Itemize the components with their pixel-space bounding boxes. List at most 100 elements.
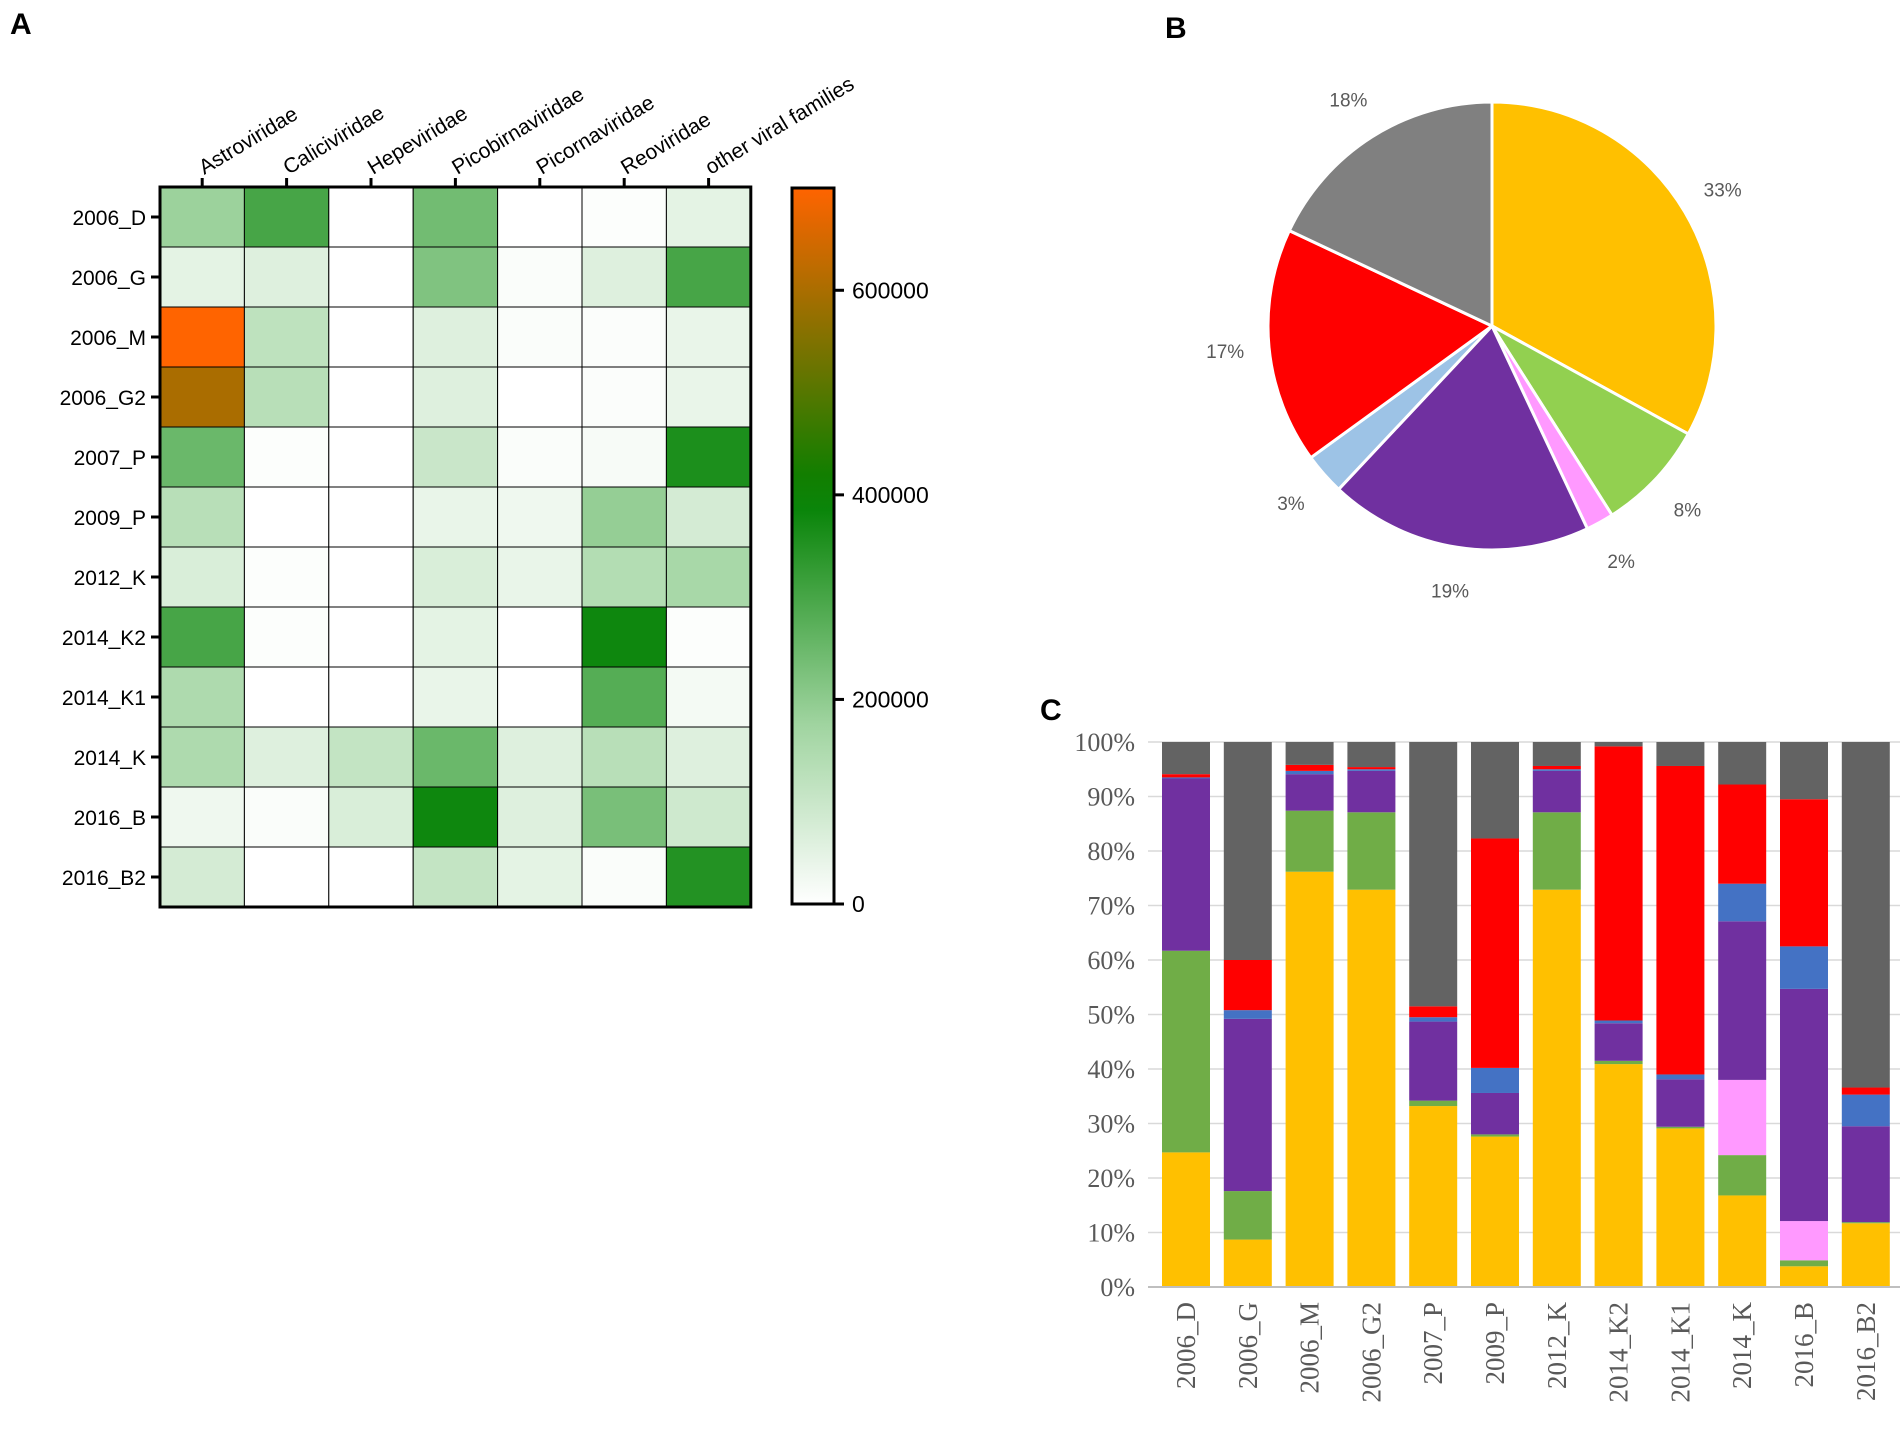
bar-segment	[1780, 1221, 1828, 1261]
bar-segment	[1409, 1106, 1458, 1287]
bar-segment	[1409, 1100, 1458, 1107]
bar-y-tick-label: 90%	[1087, 783, 1135, 812]
heatmap-cell	[328, 426, 414, 488]
bar-category-label: 2014_K1	[1665, 1302, 1695, 1403]
heatmap-row-label: 2006_M	[70, 327, 146, 350]
bar-segment	[1347, 770, 1396, 813]
heatmap-cell	[581, 426, 667, 488]
bar-y-tick-label: 70%	[1087, 892, 1135, 921]
bar-category-label: 2016_B2	[1851, 1302, 1881, 1401]
heatmap-cell	[243, 486, 330, 548]
heatmap-row-label: 2016_B	[74, 807, 146, 830]
bar-segment	[1347, 812, 1396, 890]
bar-segment	[1223, 1010, 1272, 1019]
heatmap-cell	[243, 666, 330, 728]
bar-segment	[1532, 812, 1581, 890]
heatmap-row-label: 2007_P	[74, 447, 146, 470]
bar-segment	[1409, 1021, 1458, 1101]
heatmap-cell	[412, 666, 499, 728]
bar-y-tick-label: 100%	[1074, 728, 1135, 757]
bar-segment	[1841, 1223, 1890, 1287]
heatmap-cell	[665, 186, 752, 248]
heatmap-cell	[412, 546, 499, 608]
bar-y-tick-label: 60%	[1087, 946, 1135, 975]
heatmap-cell	[497, 786, 583, 848]
bar-segment	[1594, 1023, 1643, 1061]
pie-slice-label: 2%	[1607, 552, 1635, 573]
heatmap-cell	[665, 666, 752, 728]
heatmap-row-label: 2009_P	[74, 507, 146, 530]
heatmap-cell	[497, 846, 583, 908]
pie-slice-label: 33%	[1704, 181, 1742, 202]
pie-slice	[1266, 228, 1495, 460]
bar-segment	[1841, 1222, 1890, 1224]
bar-category-label: 2006_M	[1295, 1302, 1325, 1394]
colorbar-tick-label: 200000	[852, 686, 929, 712]
bar-segment	[1718, 921, 1767, 1080]
heatmap-cell	[497, 186, 583, 248]
heatmap-cell	[159, 726, 245, 788]
heatmap-cell	[159, 786, 245, 848]
bar-segment	[1532, 742, 1581, 766]
bar-segment	[1347, 742, 1396, 768]
bar-segment	[1718, 883, 1767, 922]
bar-segment	[1162, 778, 1210, 951]
bar-segment	[1780, 988, 1828, 1222]
bar-segment	[1162, 774, 1210, 778]
heatmap-cell	[665, 786, 752, 848]
heatmap-cell	[159, 366, 245, 428]
bar-category-label: 2014_K	[1727, 1302, 1757, 1390]
bar-segment	[1285, 764, 1334, 771]
bar-segment	[1223, 960, 1272, 1011]
heatmap-cell	[581, 726, 667, 788]
heatmap-cell	[328, 666, 414, 728]
pie-slice	[1287, 100, 1494, 329]
bar-segment	[1532, 770, 1581, 813]
heatmap-cell	[497, 726, 583, 788]
bar-segment	[1780, 1266, 1828, 1287]
pie-chart: 33% 8% 2% 19% 3% 17% 18%	[1206, 91, 1742, 603]
pie-slice	[1336, 323, 1590, 552]
heatmap-cell	[412, 246, 499, 308]
bar-segment	[1285, 742, 1334, 765]
heatmap-row-label: 2012_K	[74, 567, 146, 590]
heatmap-row-label: 2006_G	[71, 267, 146, 290]
heatmap-cell	[497, 546, 583, 608]
bar-category-label: 2016_B	[1789, 1302, 1819, 1388]
heatmap-cell	[412, 426, 499, 488]
heatmap-cell	[581, 606, 667, 668]
bar-segment	[1285, 871, 1334, 1287]
bar-segment	[1162, 950, 1210, 1153]
bar-segment	[1471, 742, 1519, 839]
heatmap-cell	[497, 366, 583, 428]
heatmap-cell	[581, 846, 667, 908]
bar-segment	[1471, 838, 1519, 1068]
bar-segment	[1780, 1260, 1828, 1267]
heatmap-cell	[581, 246, 667, 308]
bar-segment	[1532, 765, 1581, 770]
heatmap-cell	[328, 546, 414, 608]
bar-segment	[1471, 1067, 1519, 1093]
colorbar-tick-label: 0	[852, 891, 865, 917]
heatmap-cell	[243, 366, 330, 428]
bar-segment	[1223, 742, 1272, 960]
heatmap-cell	[328, 786, 414, 848]
bar-segment	[1532, 889, 1581, 1287]
heatmap-cell	[412, 486, 499, 548]
bar-segment	[1780, 946, 1828, 989]
bar-y-tick-label: 10%	[1087, 1219, 1135, 1248]
panel-label-c: C	[1040, 694, 1062, 727]
bar-segment	[1162, 742, 1210, 775]
heatmap-cell	[412, 846, 499, 908]
heatmap-cell	[497, 306, 583, 368]
heatmap-cell	[581, 786, 667, 848]
bar-segment	[1594, 1060, 1643, 1065]
pie-slice-label: 8%	[1674, 500, 1702, 521]
heatmap-cell	[581, 186, 667, 248]
heatmap-row-label: 2014_K	[74, 747, 146, 770]
heatmap-cell	[243, 186, 330, 248]
heatmap-cell	[159, 846, 245, 908]
bar-segment	[1841, 1126, 1890, 1223]
heatmap-cell	[412, 786, 499, 848]
heatmap-cell	[159, 486, 245, 548]
